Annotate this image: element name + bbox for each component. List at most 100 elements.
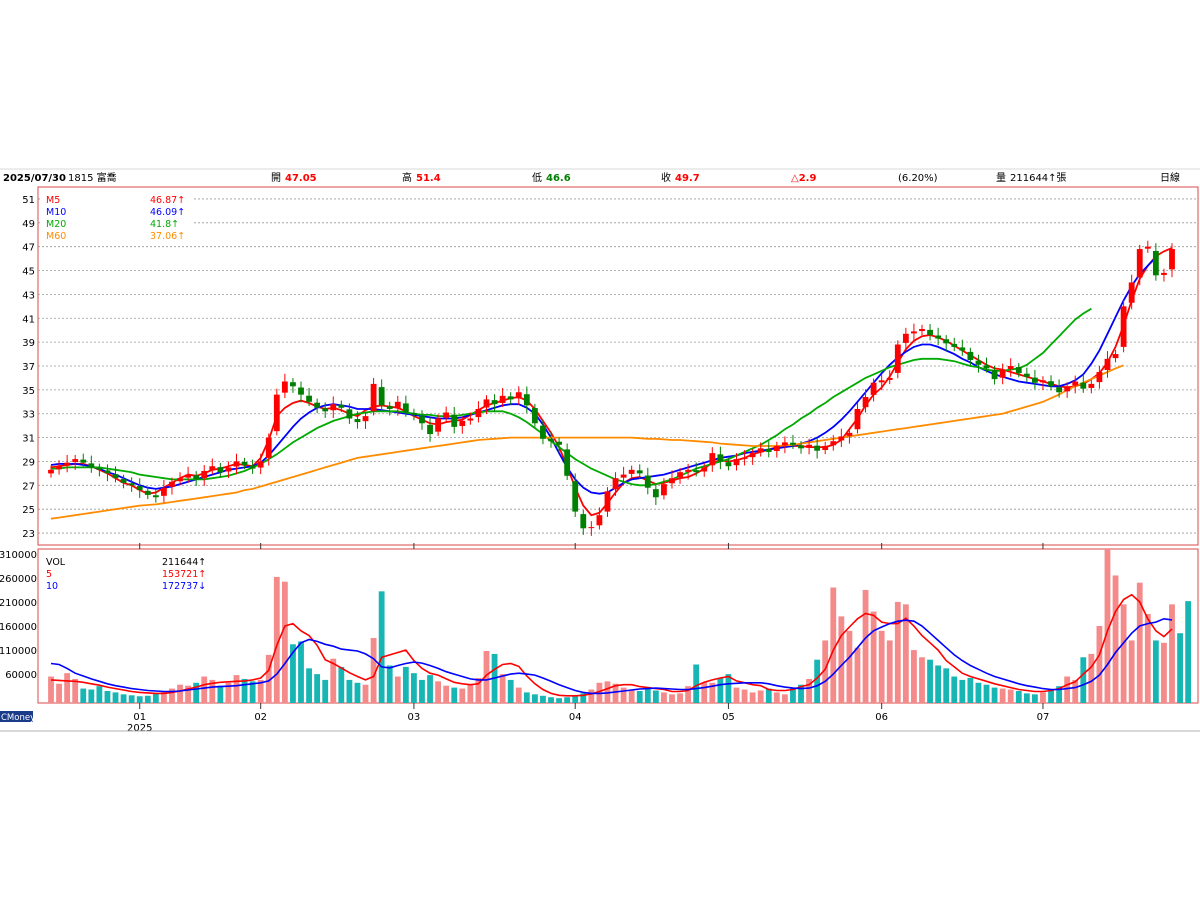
candle-body bbox=[1128, 282, 1135, 303]
candle-body bbox=[257, 461, 264, 468]
candle-body bbox=[290, 382, 296, 387]
period-label: 日線 bbox=[1160, 171, 1180, 184]
volume-bar bbox=[48, 676, 54, 703]
candle-body bbox=[773, 445, 780, 452]
volume-ma-line-5 bbox=[50, 593, 1173, 697]
price-tick-label: 23 bbox=[22, 529, 35, 540]
legend-m20-name: M20 bbox=[46, 219, 66, 230]
candle-body bbox=[88, 463, 95, 468]
candle-body bbox=[281, 381, 288, 393]
candle-body bbox=[935, 335, 942, 339]
candle-body bbox=[241, 462, 248, 466]
volume-bar bbox=[1169, 604, 1175, 703]
volume-bar bbox=[354, 682, 361, 703]
candle-body bbox=[531, 408, 538, 424]
candle-body bbox=[991, 369, 998, 380]
volume-bar bbox=[733, 687, 740, 703]
volume-bar bbox=[330, 658, 337, 703]
volume-bar bbox=[806, 678, 812, 703]
candle-body bbox=[757, 448, 764, 453]
candle-body bbox=[902, 333, 909, 343]
volume-bar bbox=[1104, 549, 1111, 703]
volume-bar bbox=[185, 685, 192, 703]
candle-body bbox=[96, 467, 103, 470]
candle-body bbox=[169, 481, 175, 487]
candle-body bbox=[822, 445, 829, 451]
candle-body bbox=[209, 466, 216, 471]
volume-bar bbox=[394, 676, 401, 703]
volume-bar bbox=[362, 684, 369, 703]
candle-body bbox=[152, 495, 159, 498]
volume-bar bbox=[790, 687, 796, 703]
candle-body bbox=[741, 457, 748, 459]
volume-bar bbox=[580, 693, 587, 703]
candle-body bbox=[564, 449, 571, 476]
candle-body bbox=[1088, 383, 1095, 388]
candle-body bbox=[298, 387, 304, 395]
legend-vol10-value: 172737↓ bbox=[162, 581, 206, 592]
candle-body bbox=[1120, 306, 1127, 347]
volume-value: 211644↑張 bbox=[1010, 172, 1067, 184]
low-value: 46.6 bbox=[546, 173, 571, 184]
volume-bar bbox=[927, 659, 933, 703]
candle-body bbox=[814, 445, 821, 451]
month-label: 01 bbox=[133, 712, 146, 723]
volume-bar bbox=[338, 666, 345, 703]
volume-bar bbox=[467, 684, 474, 703]
volume-tick-label: 210000 bbox=[0, 598, 37, 609]
candle-body bbox=[927, 329, 933, 335]
candle-body bbox=[572, 481, 579, 512]
volume-bar bbox=[120, 694, 127, 703]
candle-body bbox=[1144, 246, 1151, 249]
volume-bar bbox=[346, 679, 353, 703]
price-tick-label: 37 bbox=[22, 362, 35, 373]
volume-bar bbox=[459, 688, 466, 703]
month-label: 05 bbox=[722, 712, 735, 723]
volume-bar bbox=[1015, 690, 1022, 703]
high-label: 高 bbox=[402, 171, 412, 184]
candle-body bbox=[1040, 380, 1046, 383]
quote-date: 2025/07/30 bbox=[3, 173, 66, 184]
volume-bar bbox=[1096, 626, 1103, 703]
candle-body bbox=[580, 514, 587, 529]
volume-bar bbox=[636, 690, 643, 703]
price-tick-label: 45 bbox=[22, 267, 35, 278]
candle-body bbox=[717, 454, 724, 462]
volume-bar bbox=[427, 675, 433, 703]
volume-bar bbox=[725, 674, 732, 703]
legend-vol-name: VOL bbox=[46, 557, 66, 568]
volume-bar bbox=[838, 616, 845, 703]
price-tick-label: 43 bbox=[22, 290, 35, 301]
price-tick-label: 41 bbox=[22, 314, 35, 325]
volume-bar bbox=[64, 673, 71, 703]
candle-body bbox=[48, 469, 54, 474]
volume-bar bbox=[1120, 604, 1127, 703]
candle-body bbox=[951, 343, 958, 347]
candle-body bbox=[540, 425, 546, 439]
volume-bar bbox=[177, 684, 183, 703]
volume-bar bbox=[499, 674, 506, 703]
volume-bar bbox=[435, 681, 442, 703]
candle-body bbox=[459, 420, 466, 426]
volume-bar bbox=[193, 682, 200, 703]
volume-bar bbox=[741, 689, 748, 703]
close-value: 49.7 bbox=[675, 173, 700, 184]
volume-bar bbox=[104, 690, 111, 703]
price-legend-bg bbox=[42, 191, 192, 241]
volume-bar bbox=[975, 682, 982, 703]
candle-body bbox=[515, 392, 522, 399]
volume-bar bbox=[1088, 653, 1095, 703]
candle-body bbox=[394, 401, 401, 408]
candle-body bbox=[1096, 371, 1103, 383]
volume-bar bbox=[378, 591, 385, 703]
candle-body bbox=[556, 441, 562, 445]
month-label: 02 bbox=[254, 712, 267, 723]
candle-body bbox=[483, 399, 490, 408]
legend-m5-name: M5 bbox=[46, 195, 60, 206]
volume-bar bbox=[136, 696, 143, 703]
candle-body bbox=[330, 404, 337, 411]
volume-bar bbox=[943, 668, 950, 703]
volume-bar bbox=[144, 695, 151, 703]
volume-bar bbox=[548, 697, 554, 703]
price-tick-label: 25 bbox=[22, 505, 35, 516]
